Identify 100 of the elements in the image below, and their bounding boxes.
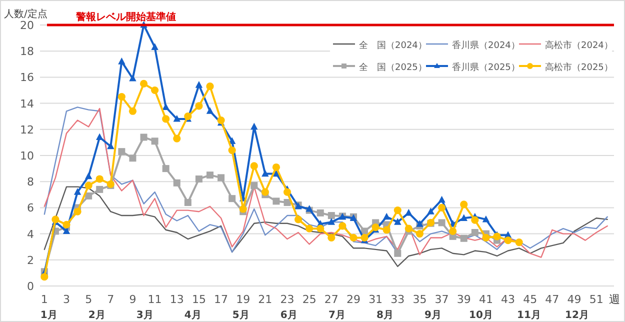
- point: [350, 234, 358, 242]
- point: [151, 86, 159, 94]
- point: [228, 146, 236, 154]
- point: [250, 162, 258, 170]
- text: 10月: [469, 310, 493, 321]
- point: [96, 186, 104, 193]
- point: [128, 107, 137, 115]
- x-tick-label: 35: [412, 293, 427, 306]
- point: [372, 223, 380, 232]
- point: [129, 154, 136, 162]
- x-tick-label: 11: [148, 293, 162, 306]
- point: [62, 220, 70, 228]
- point: [316, 224, 324, 232]
- point: [239, 205, 247, 213]
- point: [195, 175, 202, 182]
- legend-label: 香川県（2025）: [452, 62, 520, 73]
- point: [118, 148, 126, 156]
- point: [173, 134, 181, 142]
- text: 6月: [280, 310, 298, 321]
- x-tick-label: 49: [567, 293, 582, 306]
- point: [416, 230, 424, 238]
- point: [360, 234, 368, 242]
- point: [118, 92, 126, 101]
- point: [250, 122, 258, 130]
- point: [52, 216, 60, 224]
- point: [218, 174, 225, 182]
- point: [85, 192, 92, 200]
- point: [151, 138, 158, 145]
- point: [338, 222, 346, 230]
- legend-label: 香川県（2024）: [452, 40, 520, 51]
- point: [404, 224, 412, 232]
- y-tick-label: 6: [27, 202, 34, 215]
- point: [173, 179, 180, 186]
- x-tick-label: 39: [456, 293, 471, 306]
- y-tick-label: 4: [27, 228, 34, 241]
- point: [162, 165, 170, 172]
- point: [118, 58, 126, 64]
- text: 4月: [184, 310, 202, 321]
- y-tick-label: 12: [20, 123, 34, 136]
- legend-label: 高松市（2025）: [545, 62, 613, 73]
- point: [504, 236, 512, 244]
- x-tick-label: 5: [85, 293, 92, 306]
- point: [217, 116, 225, 124]
- point: [107, 142, 114, 150]
- point: [206, 107, 214, 114]
- point: [184, 198, 192, 206]
- point: [140, 134, 148, 141]
- y-tick-label: 2: [27, 254, 34, 267]
- y-axis-title: 人数/定点: [4, 8, 48, 20]
- point: [272, 163, 280, 172]
- point: [438, 204, 446, 212]
- point: [449, 227, 457, 235]
- point: [262, 170, 269, 177]
- point: [173, 114, 180, 122]
- point: [316, 209, 324, 216]
- point: [438, 196, 446, 203]
- point: [272, 198, 280, 205]
- x-tick-label: 21: [258, 293, 272, 306]
- point: [40, 273, 48, 281]
- point: [84, 182, 92, 190]
- x-tick-label: 45: [523, 293, 538, 306]
- point: [206, 172, 214, 179]
- point: [283, 188, 292, 196]
- y-tick-label: 16: [20, 71, 34, 84]
- point: [162, 103, 170, 110]
- point: [394, 206, 402, 214]
- point: [228, 195, 236, 202]
- point: [471, 228, 478, 236]
- point: [471, 216, 479, 224]
- y-tick-label: 0: [27, 280, 34, 293]
- point: [294, 216, 302, 224]
- point: [405, 208, 412, 216]
- text: 8月: [376, 310, 394, 321]
- point: [460, 214, 468, 221]
- ref-line-label: 警報レベル開始基準値: [75, 11, 176, 23]
- point: [328, 218, 336, 225]
- legend-label: 全 国（2025）: [359, 62, 427, 73]
- point: [151, 43, 158, 50]
- x-tick-label: 41: [478, 293, 493, 306]
- x-tick-label: 7: [107, 293, 114, 306]
- text: 3月: [136, 310, 154, 321]
- x-tick-label: 27: [324, 293, 338, 306]
- text: 1月: [40, 310, 58, 321]
- point: [96, 175, 104, 183]
- text: 12月: [565, 310, 589, 321]
- point: [382, 226, 390, 234]
- x-tick-label: 47: [545, 293, 560, 306]
- point: [460, 234, 468, 242]
- text: 9月: [424, 310, 442, 321]
- point: [394, 218, 402, 225]
- x-tick-label: 51: [589, 293, 604, 306]
- point: [129, 74, 136, 82]
- point: [140, 80, 148, 88]
- y-tick-label: 14: [20, 97, 34, 110]
- point: [460, 200, 468, 208]
- x-tick-label: 17: [214, 293, 228, 306]
- point: [394, 250, 402, 257]
- x-tick-label: 43: [501, 293, 516, 306]
- point: [383, 212, 390, 220]
- text: 7月: [328, 310, 346, 321]
